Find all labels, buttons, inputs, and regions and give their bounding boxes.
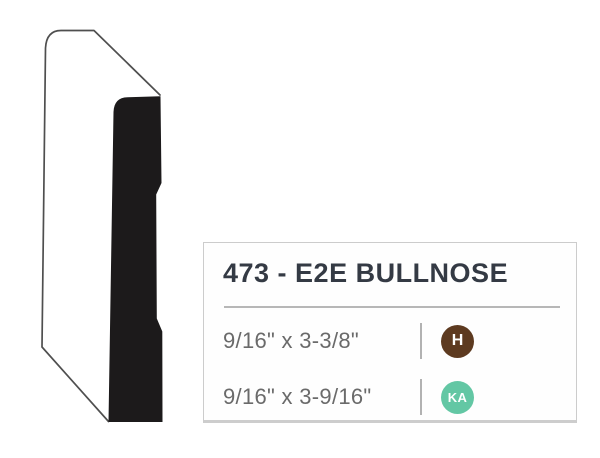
title-divider — [224, 306, 560, 308]
dimension-value: 9/16" x 3-9/16" — [223, 384, 372, 409]
species-badge-label: KA — [447, 389, 468, 405]
species-badge-h: H — [441, 324, 474, 358]
row-divider — [420, 323, 422, 359]
product-title: 473 - E2E BULLNOSE — [223, 258, 509, 288]
profile-silhouette — [108, 96, 163, 422]
dimension-row: 9/16" x 3-3/8" H — [223, 314, 568, 368]
dimension-value: 9/16" x 3-3/8" — [223, 328, 360, 353]
row-divider — [420, 379, 422, 415]
dimension-row: 9/16" x 3-9/16" KA — [223, 370, 568, 424]
product-spec-card: 473 - E2E BULLNOSE 9/16" x 3-3/8" H 9/16… — [203, 242, 577, 423]
species-badge-label: H — [451, 332, 464, 349]
profile-outline — [41, 29, 161, 423]
species-badge-ka: KA — [441, 380, 474, 414]
